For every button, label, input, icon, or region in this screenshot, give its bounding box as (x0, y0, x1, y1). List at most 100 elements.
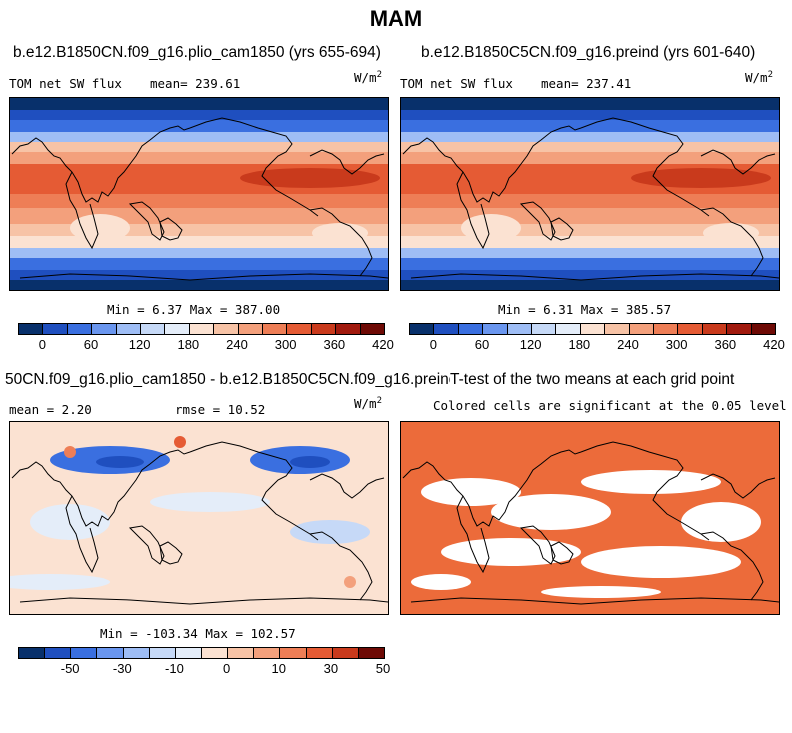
colorbar-tick-label: 30 (323, 661, 339, 676)
colorbar-tick-label: 180 (568, 337, 591, 352)
panel1-units: W/m2 (354, 70, 382, 86)
panel4-map (400, 421, 780, 615)
panel3-mean: mean = 2.20 (9, 402, 92, 417)
colorbar-swatch (254, 648, 281, 658)
colorbar-swatch (727, 324, 752, 334)
panel2-minmax: Min = 6.31 Max = 385.57 (498, 302, 672, 317)
colorbar-tick-label: 10 (271, 661, 286, 676)
colorbar-tick-label: 60 (83, 337, 99, 352)
colorbar-tick-label: 50 (375, 661, 391, 676)
colorbar-tick-label: 120 (519, 337, 542, 352)
colorbar-swatch (67, 324, 93, 334)
panel1-field (10, 98, 388, 290)
panel2-map-svg (401, 98, 779, 290)
panel3-colorbar (18, 647, 385, 659)
colorbar-tick-label: 60 (474, 337, 490, 352)
colorbar-swatch (358, 648, 384, 658)
panel3-field (10, 422, 388, 614)
colorbar-swatch (280, 648, 307, 658)
colorbar-swatch (306, 648, 333, 658)
colorbar-swatch (149, 648, 176, 658)
colorbar-swatch (123, 648, 150, 658)
colorbar-swatch (189, 324, 215, 334)
colorbar-swatch (434, 324, 459, 334)
colorbar-tick-label: 300 (665, 337, 688, 352)
colorbar-swatch (214, 324, 239, 334)
colorbar-swatch (97, 648, 124, 658)
colorbar-swatch (678, 324, 703, 334)
panel1-title: b.e12.B1850CN.f09_g16.plio_cam1850 (yrs … (13, 44, 381, 61)
colorbar-tick-label: 240 (226, 337, 248, 352)
colorbar-tick-label: 420 (763, 337, 785, 352)
colorbar-swatch (360, 324, 385, 334)
panel1-variable: TOM net SW flux (9, 76, 122, 91)
colorbar-tick-label: 300 (274, 337, 297, 352)
colorbar-swatch (629, 324, 655, 334)
panel2-units: W/m2 (745, 70, 773, 86)
colorbar-swatch (263, 324, 288, 334)
colorbar-swatch (238, 324, 264, 334)
panel2-map (400, 97, 780, 291)
colorbar-swatch (410, 324, 435, 334)
panel2-field (401, 98, 779, 290)
colorbar-tick-label: 360 (323, 337, 346, 352)
panel4-map-svg (401, 422, 779, 614)
panel1-colorbar (18, 323, 385, 335)
panel4-title: T-test of the two means at each grid poi… (450, 371, 735, 389)
colorbar-swatch (71, 648, 98, 658)
panel4-subtitle: Colored cells are significant at the 0.0… (433, 398, 787, 413)
colorbar-swatch (92, 324, 117, 334)
panel2-title: b.e12.B1850C5CN.f09_g16.preind (yrs 601-… (421, 44, 756, 61)
panel3-map (9, 421, 389, 615)
panel2-coastlines (402, 117, 779, 281)
colorbar-tick-label: 0 (429, 337, 437, 352)
panel4-coastlines (402, 441, 779, 605)
colorbar-swatch (654, 324, 679, 334)
panel1-map-svg (10, 98, 388, 290)
colorbar-tick-label: 120 (128, 337, 151, 352)
panel3-title: 50CN.f09_g16.plio_cam1850 - b.e12.B1850C… (5, 371, 458, 388)
colorbar-swatch (336, 324, 361, 334)
colorbar-swatch (201, 648, 229, 658)
colorbar-swatch (19, 648, 46, 658)
panel3-coastlines (11, 441, 388, 605)
colorbar-swatch (19, 324, 44, 334)
panel2-variable: TOM net SW flux (400, 76, 513, 91)
panel1-mean: mean= 239.61 (150, 76, 241, 91)
panel2-mean: mean= 237.41 (541, 76, 632, 91)
colorbar-tick-label: 180 (177, 337, 200, 352)
colorbar-swatch (458, 324, 484, 334)
colorbar-tick-label: 0 (222, 661, 231, 676)
panel2-colorbar (409, 323, 776, 335)
colorbar-swatch (165, 324, 190, 334)
panel1-coastlines (11, 117, 388, 281)
colorbar-swatch (751, 324, 776, 334)
colorbar-swatch (45, 648, 72, 658)
colorbar-swatch (483, 324, 508, 334)
colorbar-tick-label: -10 (165, 661, 184, 676)
panel1-map (9, 97, 389, 291)
colorbar-tick-label: 420 (372, 337, 394, 352)
colorbar-swatch (311, 324, 337, 334)
colorbar-swatch (507, 324, 533, 334)
colorbar-swatch (605, 324, 630, 334)
colorbar-swatch (556, 324, 581, 334)
panel1-minmax: Min = 6.37 Max = 387.00 (107, 302, 281, 317)
colorbar-swatch (141, 324, 166, 334)
colorbar-swatch (228, 648, 255, 658)
panel4-field (401, 422, 779, 614)
panel3-minmax: Min = -103.34 Max = 102.57 (100, 626, 296, 641)
figure-title: MAM (369, 6, 423, 31)
panel3-map-svg (10, 422, 388, 614)
colorbar-swatch (532, 324, 557, 334)
colorbar-tick-label: 360 (714, 337, 737, 352)
colorbar-swatch (332, 648, 359, 658)
colorbar-tick-label: -50 (60, 661, 80, 676)
panel3-units: W/m2 (354, 396, 382, 412)
colorbar-tick-label: -30 (112, 661, 132, 676)
colorbar-tick-label: 0 (38, 337, 46, 352)
colorbar-swatch (175, 648, 202, 658)
colorbar-swatch (580, 324, 606, 334)
colorbar-swatch (702, 324, 728, 334)
colorbar-swatch (287, 324, 312, 334)
